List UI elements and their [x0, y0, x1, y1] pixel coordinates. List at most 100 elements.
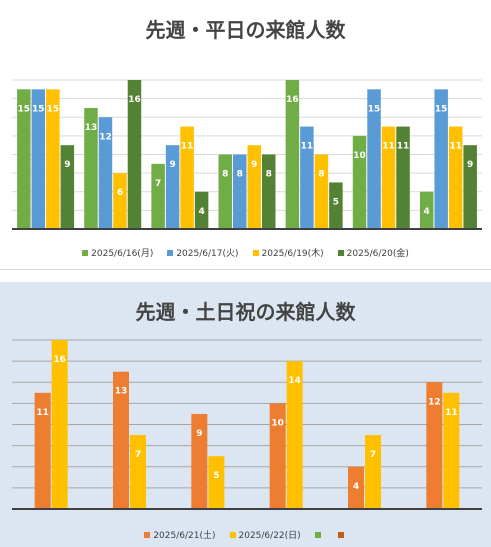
- bar: [269, 403, 286, 509]
- weekend-chart-panel: 先週・土日祝の来館人数 11 16 13 7 9 5 10 14 4 7 12 11 2025/6/2…: [0, 282, 491, 547]
- bar: [233, 154, 247, 229]
- data-label: 13: [85, 123, 98, 133]
- data-label: 11: [301, 142, 314, 152]
- data-label: 16: [53, 355, 66, 365]
- data-label: 4: [353, 482, 359, 492]
- data-label: 12: [428, 397, 441, 407]
- bar: [300, 126, 314, 229]
- data-label: 7: [370, 450, 376, 460]
- bar: [367, 89, 381, 229]
- data-label: 8: [318, 170, 324, 180]
- bar: [46, 89, 60, 229]
- legend-item: 2025/6/19(木): [252, 246, 324, 259]
- data-label: 9: [467, 160, 473, 170]
- legend-item: [314, 528, 324, 541]
- data-label: 12: [99, 132, 112, 142]
- data-label: 8: [222, 170, 228, 180]
- legend-item: [337, 528, 347, 541]
- data-label: 15: [32, 104, 45, 114]
- bar: [443, 392, 460, 509]
- data-label: 8: [237, 170, 243, 180]
- data-label: 7: [155, 179, 161, 189]
- data-label: 16: [286, 95, 299, 105]
- bar: [329, 182, 343, 229]
- bar: [396, 126, 410, 229]
- weekend-bar-chart: 11 16 13 7 9 5 10 14 4 7 12 11: [12, 339, 482, 510]
- bar: [285, 80, 300, 229]
- legend-label: 2025/6/21(土): [153, 531, 216, 541]
- bar: [31, 89, 46, 229]
- bar: [191, 413, 208, 509]
- data-label: 9: [169, 160, 175, 170]
- bar: [194, 191, 209, 229]
- legend-label: 2025/6/19(木): [261, 249, 324, 259]
- weekday-chart-panel: 先週・平日の来館人数 15 15 15 9 13 12 6 16 7 9 11 4 8 8 9 8 16 11 8 5…: [0, 0, 491, 270]
- bar: [286, 361, 303, 509]
- data-label: 10: [353, 151, 366, 161]
- data-label: 11: [397, 142, 410, 152]
- bar: [60, 145, 75, 229]
- data-label: 4: [424, 207, 430, 217]
- legend-label: 2025/6/17(火): [176, 249, 239, 259]
- legend-swatch: [314, 531, 321, 538]
- legend-swatch: [167, 249, 174, 256]
- chart-legend: 2025/6/21(土) 2025/6/22(日): [0, 528, 491, 541]
- data-label: 11: [382, 142, 395, 152]
- data-label: 6: [117, 188, 123, 198]
- legend-item: 2025/6/17(火): [167, 246, 239, 259]
- chart-title: 先週・平日の来館人数: [145, 18, 346, 42]
- data-label: 5: [333, 197, 339, 207]
- legend-item: 2025/6/20(金): [337, 246, 409, 259]
- bar: [448, 126, 463, 229]
- legend-item: 2025/6/16(月): [82, 246, 153, 259]
- bar: [314, 154, 329, 229]
- data-label: 15: [368, 104, 381, 114]
- bar: [165, 145, 180, 229]
- bar: [247, 145, 261, 229]
- data-label: 15: [435, 104, 448, 114]
- data-label: 11: [181, 142, 194, 152]
- data-label: 9: [64, 160, 70, 170]
- bar: [463, 145, 477, 229]
- legend-item: 2025/6/22(日): [229, 528, 301, 541]
- chart-legend: 2025/6/16(月) 2025/6/17(火) 2025/6/19(木) 2025…: [0, 246, 491, 259]
- bar: [208, 456, 225, 509]
- bar: [426, 382, 443, 509]
- bar: [84, 107, 98, 229]
- bar: [348, 466, 364, 509]
- bar: [352, 135, 367, 229]
- legend-item: 2025/6/21(土): [144, 528, 216, 541]
- chart-title: 先週・土日祝の来館人数: [135, 300, 356, 324]
- legend-swatch: [144, 531, 151, 538]
- legend-swatch: [252, 249, 259, 256]
- bar: [180, 126, 194, 229]
- data-label: 11: [449, 142, 462, 152]
- bar: [127, 80, 142, 229]
- legend-swatch: [337, 249, 344, 256]
- data-label: 9: [196, 429, 202, 439]
- data-label: 7: [135, 450, 141, 460]
- data-label: 10: [271, 418, 284, 428]
- data-label: 9: [251, 160, 257, 170]
- bar: [34, 392, 51, 509]
- data-label: 15: [47, 104, 60, 114]
- bar: [17, 89, 31, 229]
- data-label: 8: [266, 170, 272, 180]
- legend-swatch: [337, 531, 344, 538]
- data-label: 14: [288, 376, 301, 386]
- data-label: 15: [18, 104, 31, 114]
- bar: [130, 435, 146, 509]
- data-label: 13: [115, 387, 128, 397]
- bar: [218, 154, 232, 229]
- bar: [98, 117, 113, 229]
- legend-swatch: [82, 249, 89, 256]
- data-label: 16: [128, 95, 141, 105]
- bar: [113, 173, 127, 229]
- bar: [419, 191, 434, 229]
- data-label: 5: [213, 471, 219, 481]
- bar: [51, 340, 68, 509]
- legend-label: 2025/6/20(金): [346, 249, 409, 259]
- data-label: 11: [445, 408, 458, 418]
- bar: [262, 154, 276, 229]
